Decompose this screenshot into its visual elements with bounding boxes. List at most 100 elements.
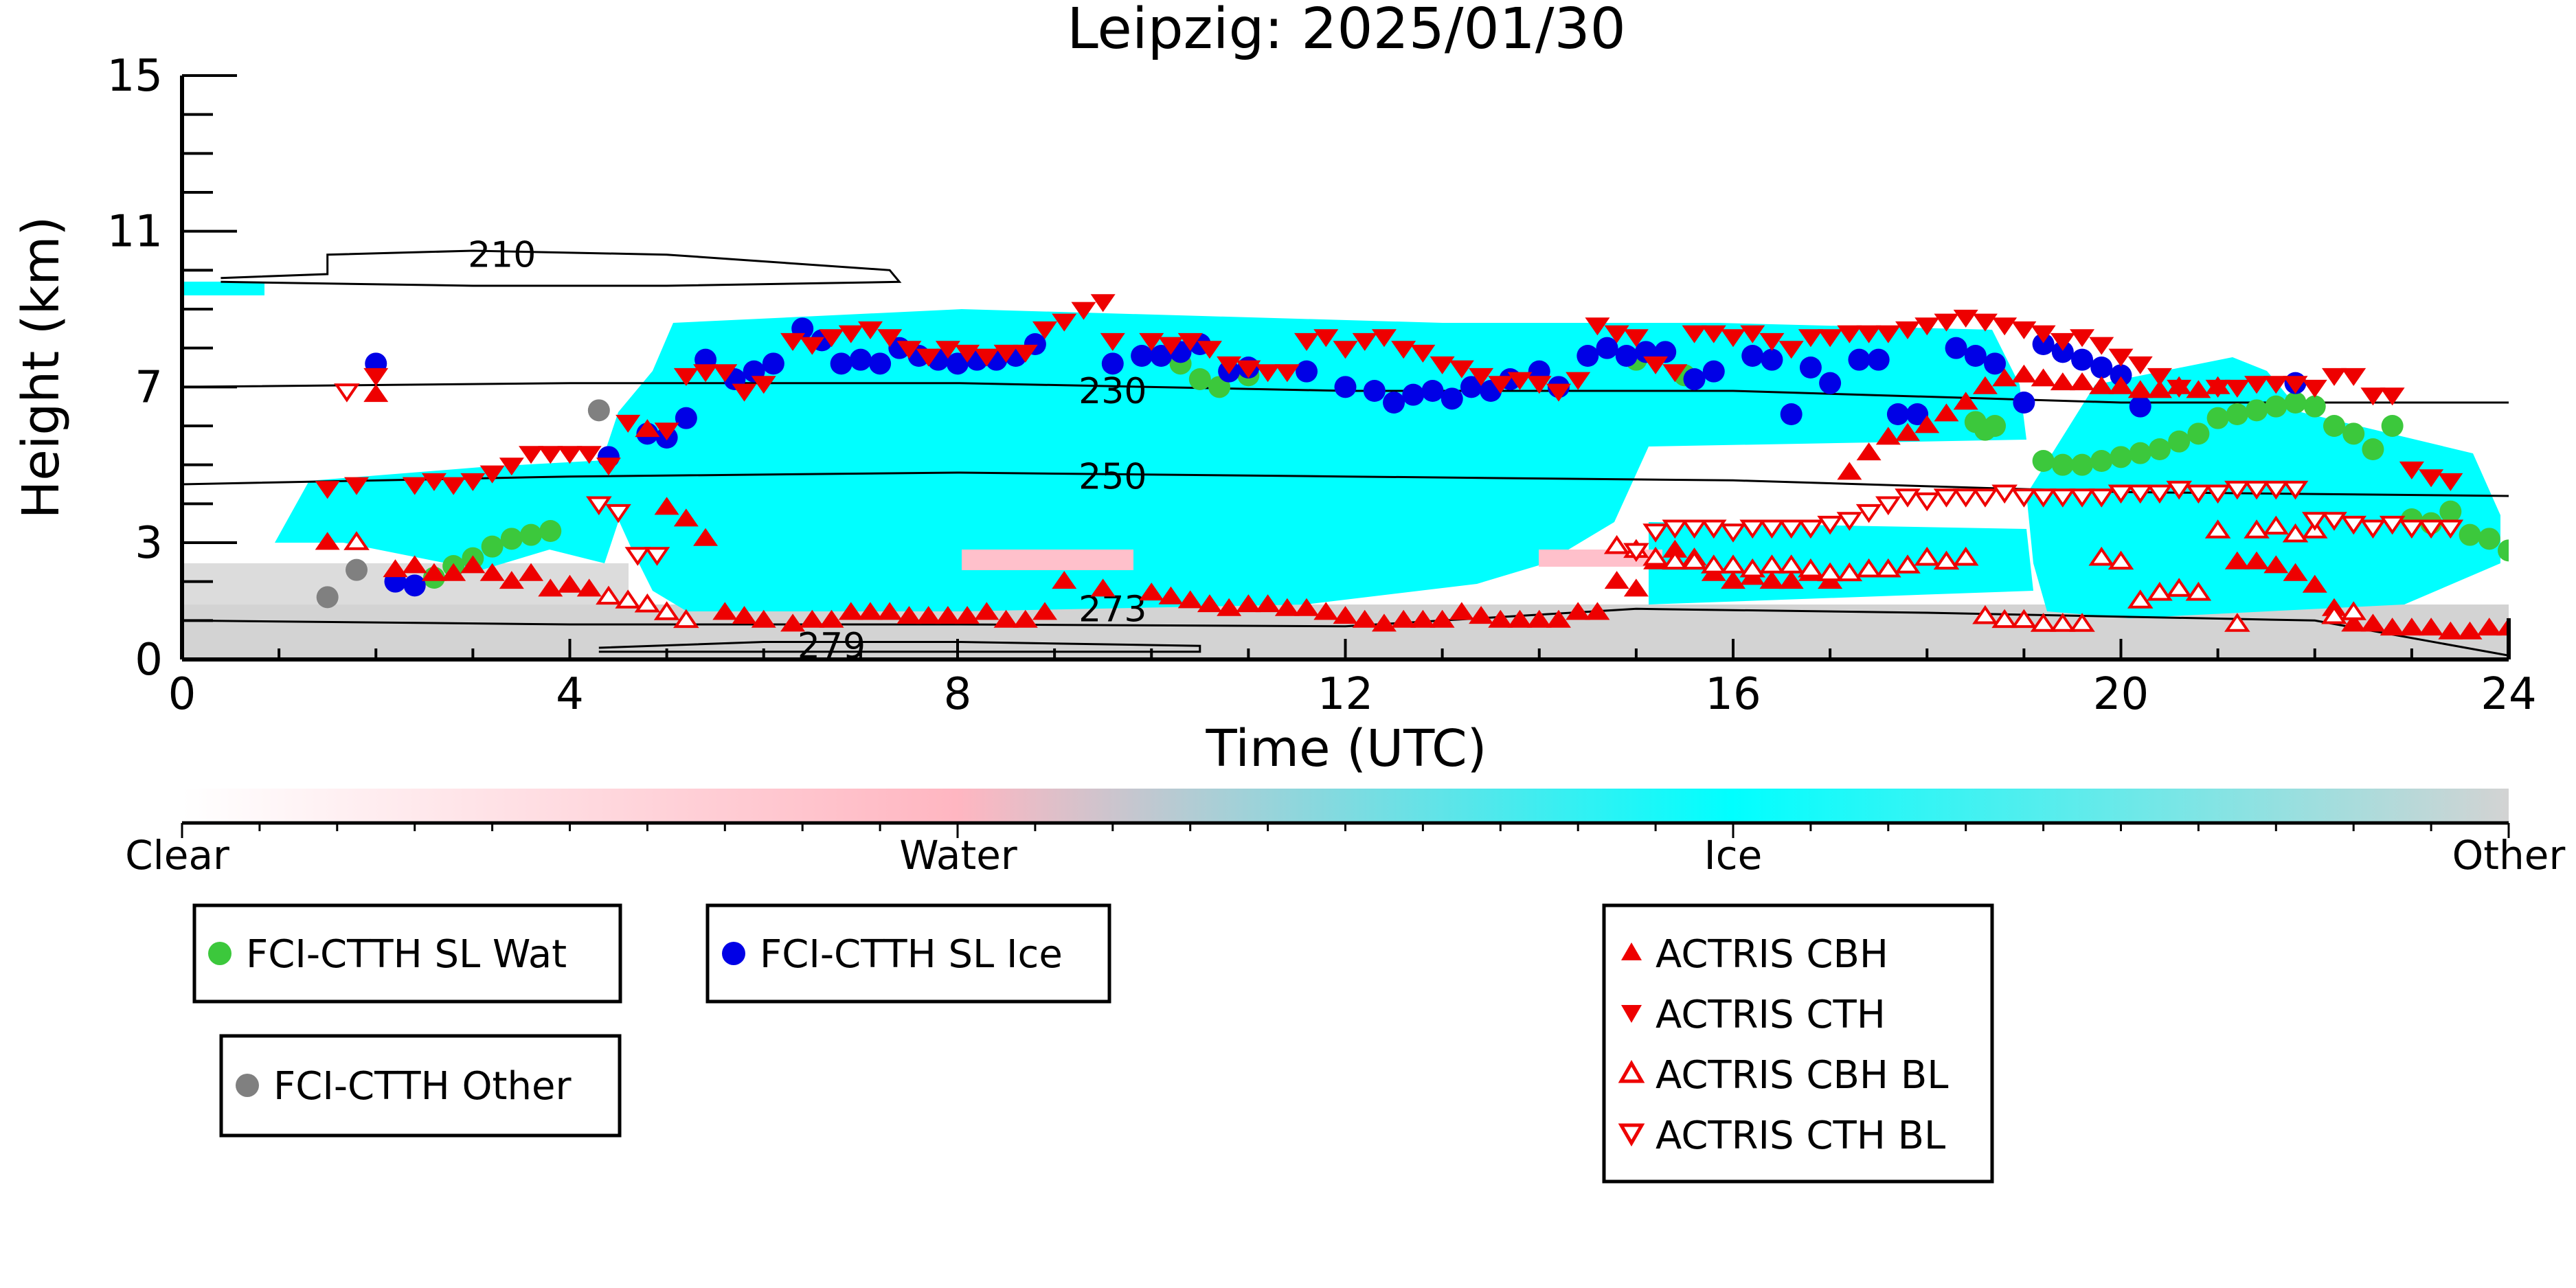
point-actris-cbh-bl [653,601,680,620]
point-fci-ctth-sl-wat [2206,407,2229,429]
point-actris-cth-bl [2127,484,2154,504]
point-fci-ctth-sl-ice [2071,348,2094,371]
point-actris-cth-bl [2340,515,2366,535]
point-actris-cth [1139,332,1164,351]
point-actris-cth [421,473,447,491]
point-actris-cbh [1294,598,1320,616]
x-tick-label: 24 [2481,669,2536,720]
point-fci-ctth-sl-wat [2051,453,2074,476]
point-actris-cbh [654,497,679,515]
point-actris-cbh [1449,602,1474,620]
point-fci-ctth-sl-ice [1402,383,1425,406]
point-actris-cth-bl [1759,519,1785,539]
point-fci-ctth-sl-ice [2051,341,2074,363]
y-axis-label: Height (km) [12,216,71,519]
point-actris-cbh [1052,571,1077,589]
point-fci-ctth-sl-wat [2439,500,2462,523]
point-fci-ctth-sl-ice [762,352,784,375]
point-fci-ctth-sl-ice [1867,348,1890,371]
colorbar-label-water: Water [899,832,1017,879]
point-actris-cbh-bl [1836,562,1863,582]
point-actris-cth [2283,376,2308,394]
point-actris-cbh-bl [2166,578,2192,597]
point-fci-ctth-sl-ice [830,352,852,375]
legend-marker-fci-ice [722,942,745,965]
mask-ice-high-left [182,282,264,295]
point-actris-cth-bl [2437,519,2464,539]
legend-label-fci-other: FCI-CTTH Other [273,1064,572,1109]
point-actris-cth [916,348,941,367]
point-actris-cth [1313,329,1339,348]
point-actris-cth [2127,356,2153,374]
point-actris-cth [693,364,719,383]
point-actris-cbh [1856,442,1882,461]
point-actris-cth [460,473,486,491]
point-actris-cth [1449,360,1474,379]
point-actris-cth [2224,379,2250,398]
point-actris-cth-bl [605,504,631,523]
point-actris-cbh [1778,571,1804,589]
point-actris-cth [615,414,641,433]
point-actris-cth [596,457,621,476]
point-fci-ctth-sl-ice [1702,360,1725,383]
point-actris-cth-bl [2204,484,2231,504]
point-actris-cbh [780,613,806,632]
point-actris-cth-bl [624,547,651,566]
point-actris-cbh [1333,606,1358,624]
point-actris-cbh [2147,380,2172,398]
point-actris-cbh [712,602,738,620]
point-fci-ctth-sl-ice [2013,392,2035,414]
point-fci-ctth-sl-ice [1334,376,1357,398]
point-actris-cth [1352,332,1377,351]
point-fci-ctth-sl-ice [1741,345,1764,367]
point-actris-cth [1643,356,1669,374]
point-actris-cth [1158,337,1184,355]
point-actris-cth [2399,461,2424,479]
point-actris-cth [857,321,883,339]
point-actris-cbh-bl [673,609,699,629]
point-actris-cbh-bl [2340,601,2366,620]
legend-fci-wat: FCI-CTTH SL Wat [192,903,622,1004]
x-tick-label: 16 [1705,669,1761,720]
point-fci-ctth-sl-ice [1886,403,1909,425]
point-actris-cbh [1875,427,1901,445]
point-actris-cbh [1236,594,1261,613]
point-fci-ctth-sl-wat [2226,403,2248,425]
point-actris-cbh [2399,618,2424,636]
point-fci-ctth-sl-wat [2168,430,2191,453]
legend-marker-fci-wat [208,942,231,965]
point-actris-cth [712,364,738,383]
point-actris-cbh-bl [2108,550,2134,570]
colorbar-gradient [182,789,2509,823]
point-actris-cth-bl [1642,523,1669,543]
point-fci-ctth-sl-ice [1101,352,1124,375]
point-actris-cbh [2341,613,2366,632]
point-actris-cbh [819,609,844,628]
isotherm-210 [221,249,902,287]
point-actris-cbh [2127,380,2153,398]
point-actris-cth [1721,329,1745,348]
point-actris-cbh [1604,571,1629,589]
point-fci-ctth-sl-ice [1964,345,1987,367]
point-actris-cbh [955,606,980,624]
point-actris-cth [1391,341,1416,359]
point-actris-cbh [974,602,999,620]
point-actris-cbh [363,384,389,403]
point-actris-cth-bl [2301,512,2328,531]
point-actris-cth [519,446,544,464]
point-actris-cth [993,344,1019,363]
point-actris-cbh [2108,376,2134,394]
point-fci-ctth-sl-ice [1984,352,2007,375]
point-actris-cbh [2302,574,2327,593]
point-actris-cbh-bl [1720,554,1746,574]
point-fci-ctth-sl-wat [2284,392,2307,414]
point-actris-cth [1818,329,1843,348]
y-tick-label: 11 [107,207,163,258]
point-actris-cbh-bl [2263,515,2290,535]
point-actris-cbh [2457,621,2483,640]
colorbar-label-ice: Ice [1704,832,1763,879]
point-actris-cth [1934,313,1959,332]
point-actris-cth [1294,332,1320,351]
point-actris-cth-bl [2244,480,2270,500]
point-actris-cth-bl [1778,519,1805,539]
